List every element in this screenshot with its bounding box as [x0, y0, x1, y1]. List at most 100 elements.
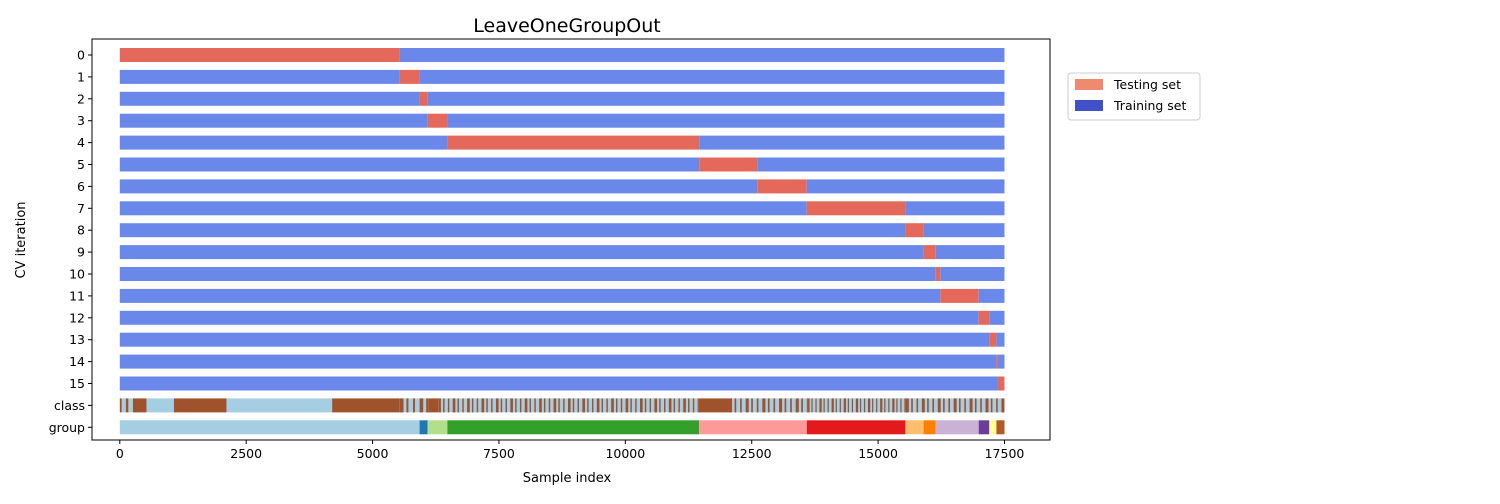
class-segment	[815, 398, 817, 413]
class-segment	[921, 398, 925, 413]
cv-row-14	[119, 354, 1005, 369]
cv-row-15	[119, 376, 1005, 391]
class-segment	[751, 398, 753, 413]
legend-swatch	[1075, 79, 1103, 90]
class-segment	[974, 398, 977, 413]
class-segment	[481, 398, 485, 413]
class-segment	[491, 398, 493, 413]
class-segment	[801, 398, 803, 413]
group-segment	[699, 420, 807, 435]
cv-row-5	[119, 157, 1005, 172]
class-segment	[980, 398, 982, 413]
chart-title: LeaveOneGroupOut	[473, 15, 661, 37]
class-segment	[596, 398, 600, 413]
class-segment	[697, 398, 699, 413]
y-tick-label: 3	[77, 113, 85, 128]
training-segment	[447, 113, 1005, 128]
x-tick-label: 7500	[483, 446, 515, 461]
x-tick-label: 0	[116, 446, 124, 461]
class-segment	[678, 398, 680, 413]
class-segment	[692, 398, 695, 413]
x-tick-label: 12500	[732, 446, 772, 461]
y-tick-label: 11	[69, 288, 85, 303]
class-segment	[892, 398, 895, 413]
y-tick-label: group	[49, 420, 85, 435]
class-segment	[419, 398, 424, 413]
class-segment	[635, 398, 637, 413]
class-segment	[911, 398, 913, 413]
training-segment	[757, 157, 1005, 172]
class-segment	[591, 398, 594, 413]
class-segment	[649, 398, 652, 413]
class-segment	[698, 398, 729, 413]
testing-segment	[989, 332, 997, 347]
class-segment	[606, 398, 608, 413]
group-segment	[989, 420, 997, 435]
testing-segment	[399, 69, 420, 84]
legend-swatch	[1075, 100, 1103, 111]
class-segment	[847, 398, 849, 413]
class-segment	[119, 398, 122, 413]
testing-segment	[935, 267, 941, 281]
class-segment	[121, 398, 126, 413]
cv-row-6	[119, 179, 1005, 194]
class-segment	[587, 398, 589, 413]
class-segment	[831, 398, 834, 413]
class-segment	[515, 398, 517, 413]
testing-segment	[997, 376, 1005, 391]
class-segment	[399, 398, 404, 413]
class-segment	[905, 398, 909, 413]
class-segment	[476, 398, 479, 413]
class-segment	[740, 398, 742, 413]
class-segment	[548, 398, 551, 413]
class-segment	[863, 398, 866, 413]
class-segment	[806, 398, 808, 413]
class-segment	[916, 398, 919, 413]
y-tick-label: 14	[69, 354, 85, 369]
x-tick-label: 10000	[605, 446, 645, 461]
x-tick-label: 5000	[357, 446, 389, 461]
class-segment	[577, 398, 580, 413]
class-segment	[839, 398, 841, 413]
training-segment	[940, 267, 1005, 281]
class-segment	[132, 398, 147, 413]
testing-segment	[905, 223, 924, 238]
class-segment	[948, 398, 950, 413]
class-segment	[447, 398, 450, 413]
class-segment	[529, 398, 531, 413]
y-tick-label: 12	[69, 310, 85, 325]
class-segment	[664, 398, 666, 413]
class-segment	[572, 398, 575, 413]
class-row	[119, 398, 1005, 413]
class-segment	[964, 398, 966, 413]
class-segment	[519, 398, 522, 413]
class-segment	[880, 398, 883, 413]
class-segment	[615, 398, 618, 413]
class-segment	[452, 398, 456, 413]
training-segment	[935, 245, 1005, 260]
y-tick-label: 7	[77, 201, 85, 216]
class-segment	[457, 398, 459, 413]
training-segment	[119, 69, 400, 84]
class-segment	[534, 398, 536, 413]
class-segment	[471, 398, 474, 413]
x-axis-label: Sample index	[523, 471, 612, 486]
group-segment	[996, 420, 1005, 435]
training-segment	[119, 288, 941, 303]
class-segment	[495, 398, 499, 413]
class-segment	[1001, 398, 1005, 413]
class-segment	[745, 398, 749, 413]
class-segment	[226, 398, 333, 413]
cv-row-10	[119, 267, 1005, 281]
x-tick-label: 2500	[230, 446, 262, 461]
training-segment	[427, 91, 1005, 106]
class-segment	[413, 398, 415, 413]
y-tick-label: 5	[77, 157, 85, 172]
class-segment	[728, 398, 733, 413]
class-segment	[332, 398, 400, 413]
testing-segment	[923, 245, 936, 260]
class-segment	[630, 398, 632, 413]
group-segment	[923, 420, 936, 435]
cv-row-9	[119, 245, 1005, 260]
